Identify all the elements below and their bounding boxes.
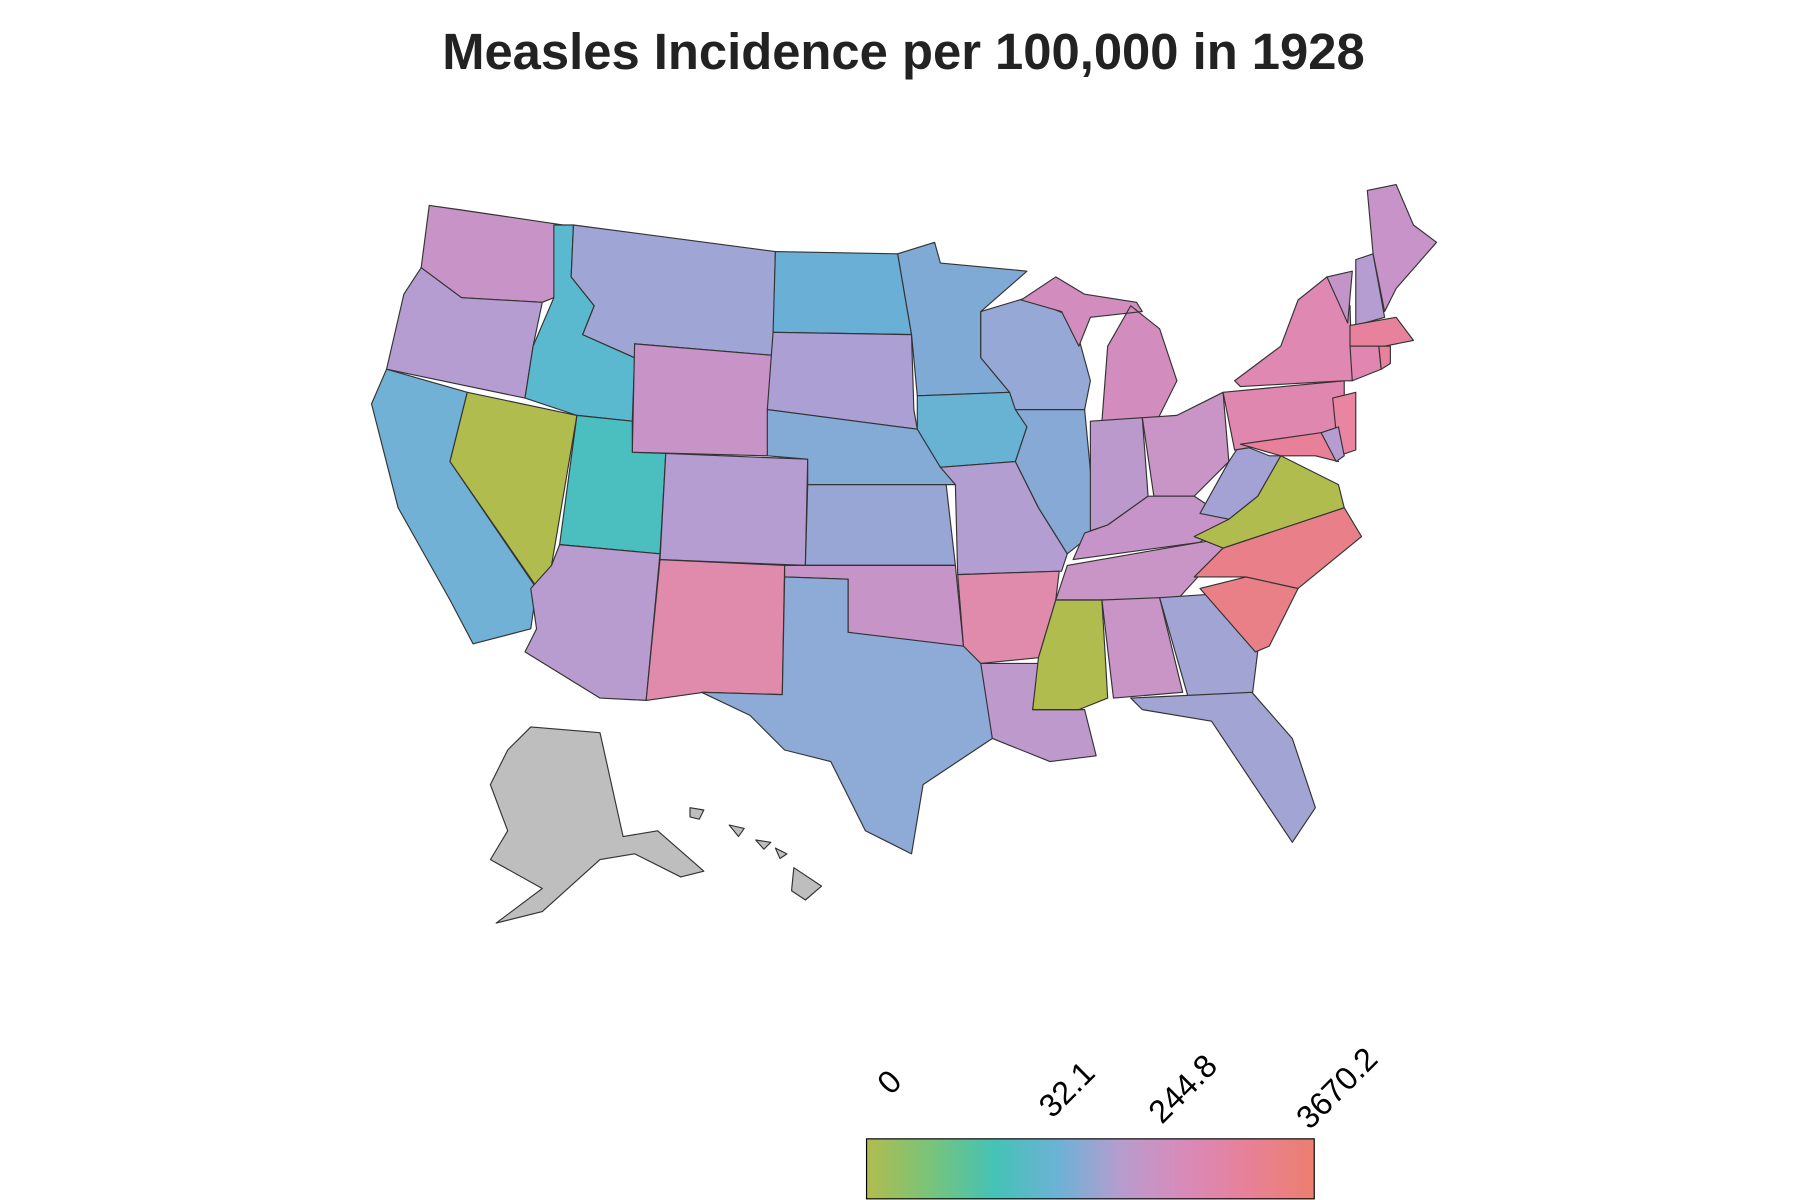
color-legend: 0 32.1 244.8 3670.2 [865,1040,1384,1200]
state-ia [916,391,1028,468]
state-nh [1355,253,1386,326]
state-al [1101,597,1184,699]
legend-label-0: 0 [870,1063,908,1101]
legend-label-1: 32.1 [1032,1054,1102,1124]
state-ct [1349,345,1382,382]
state-wv [1199,443,1282,520]
state-sd [766,331,918,430]
states-layer [370,184,1438,924]
state-vt [1326,270,1353,324]
state-ks [804,484,956,566]
state-tx [700,576,993,855]
map-title: Measles Incidence per 100,000 in 1928 [442,23,1365,80]
state-wy [631,343,774,457]
legend-color-bar [865,1138,1315,1200]
state-nd [772,250,913,336]
state-me [1366,184,1438,313]
state-md [1239,432,1340,463]
state-de [1320,426,1345,463]
state-ak [489,726,705,924]
state-fl [1130,691,1316,843]
state-ga [1159,593,1259,699]
state-co [659,452,809,566]
state-il [1014,409,1097,555]
state-ma [1349,316,1415,347]
state-sc [1199,576,1299,653]
state-ri [1378,345,1391,370]
state-ny [1234,276,1353,388]
legend-label-2: 244.8 [1141,1047,1224,1130]
legend-label-3: 3670.2 [1289,1040,1384,1135]
state-hi [689,807,823,901]
state-mt [570,224,776,359]
state-nm [645,559,786,701]
